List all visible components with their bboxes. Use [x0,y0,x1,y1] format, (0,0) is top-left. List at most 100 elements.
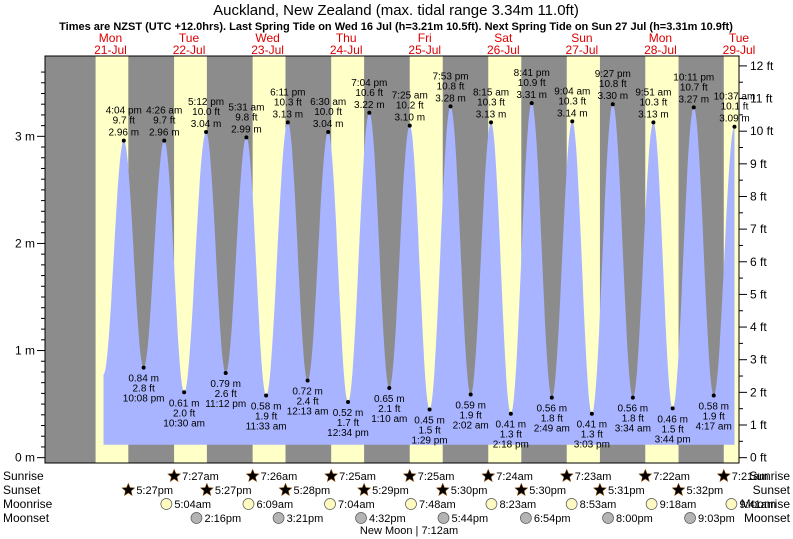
high-tide-metres: 3.14 m [557,108,588,119]
day-date-label: 22-Jul [173,43,206,57]
low-tide-metres: 0.58 m [698,402,729,413]
row-label-left: Moonrise [3,497,53,511]
moonrise-time: 9:18am [660,499,697,511]
left-tick-label: 1 m [15,344,35,358]
sunrise-icon [481,468,496,482]
astro-rows: Sunrise Sunrise 7:27am 7:26am 7:25am 7:25am 7:… [3,468,791,537]
left-tick-label: 2 m [15,236,35,250]
low-tide-feet: 1.8 ft [541,414,563,425]
high-tide-feet: 9.8 ft [235,112,257,123]
low-tide-metres: 0.61 m [169,398,200,409]
moonset-time: 8:00pm [616,513,653,525]
low-tide-feet: 2.8 ft [133,384,155,395]
tide-area [103,103,735,445]
low-tide-time: 11:12 pm [205,399,246,410]
sunset-time: 5:27pm [215,485,252,497]
low-tide-feet: 1.9 ft [460,410,482,421]
moonrise-time: 7:48am [419,499,456,511]
low-tide-point [427,407,432,412]
high-tide-point [529,101,534,106]
moonset-icon [272,512,285,524]
high-tide-time: 5:12 pm [188,97,224,108]
high-tide-time: 7:53 pm [432,71,468,82]
high-tide-point [651,120,656,125]
high-tide-feet: 9.7 ft [153,116,175,127]
low-tide-time: 11:33 am [246,422,287,433]
low-tide-point [630,395,635,400]
right-tick-label: 0 ft [750,451,767,465]
high-tide-feet: 10.3 ft [558,96,586,107]
high-tide-time: 5:31 am [228,102,264,113]
right-tick-label: 7 ft [750,222,767,236]
moonset-icon [355,512,367,524]
row-label-right: Sunrise [749,469,790,483]
low-tide-metres: 0.84 m [128,374,159,385]
row-label-right: Moonrise [741,497,791,511]
low-tide-point [346,399,351,404]
high-tide-point [162,138,167,143]
high-tide-metres: 3.30 m [598,91,629,102]
sunset-icon [514,482,529,496]
sunrise-time: 7:24am [496,471,533,483]
moonset-icon [190,512,203,524]
sunrise-time: 7:26am [261,471,298,483]
sunrise-icon [402,468,417,482]
moonrise-icon [324,498,336,510]
sunrise-time: 7:25am [339,471,376,483]
low-tide-metres: 0.41 m [577,420,608,431]
high-tide-point [448,104,453,109]
low-tide-point [223,371,228,376]
high-tide-point [121,138,126,143]
high-tide-feet: 10.0 ft [314,107,342,118]
high-tide-feet: 10.8 ft [437,81,465,92]
day-date-label: 29-Jul [723,43,756,57]
day-name-label: Sat [494,31,513,45]
plot-frame [44,55,740,464]
sunrise-icon [167,468,182,482]
high-tide-point [570,119,575,124]
high-tide-feet: 10.3 ft [477,97,505,108]
day-date-label: 24-Jul [330,43,363,57]
row-label-right: Moonset [744,511,791,525]
high-tide-feet: 10.3 ft [274,97,302,108]
moonrise-time: 8:23am [499,499,536,511]
day-name-label: Fri [418,31,432,45]
sunrise-icon [324,468,339,482]
high-tide-time: 9:04 am [554,86,590,97]
right-tick-label: 1 ft [750,418,767,432]
low-tide-metres: 0.56 m [537,404,568,415]
sunset-icon [435,482,450,496]
moon-phase-annotation: New Moon | 7:12am [360,525,458,537]
moonset-time: 3:21pm [287,513,324,525]
high-tide-feet: 10.1 ft [721,102,749,113]
low-tide-point [468,392,473,397]
high-tide-time: 6:11 pm [270,87,305,98]
sunset-icon [121,482,136,496]
moonset-icon [437,512,450,524]
high-tide-point [285,120,290,125]
moonset-time: 4:32pm [369,513,406,525]
high-tide-time: 10:37 am [714,92,756,103]
high-tide-metres: 3.13 m [476,109,507,120]
right-tick-label: 4 ft [750,320,767,334]
high-tide-time: 7:25 am [392,91,428,102]
day-name-label: Mon [99,31,122,45]
high-tide-metres: 2.99 m [231,124,262,135]
high-tide-metres: 3.04 m [313,119,344,130]
sunrise-icon [559,468,574,482]
high-tide-metres: 3.10 m [394,113,425,124]
sunset-time: 5:30pm [451,485,488,497]
high-tide-time: 4:26 am [146,106,182,117]
high-tide-point [610,102,615,107]
day-date-label: 27-Jul [566,43,599,57]
day-name-label: Mon [649,31,672,45]
low-tide-metres: 0.59 m [455,400,486,411]
high-tide-time: 7:04 pm [351,78,387,89]
low-tide-metres: 0.46 m [657,414,688,425]
high-tide-time: 8:41 pm [514,68,550,79]
day-date-label: 21-Jul [94,43,127,57]
low-tide-point [508,411,513,416]
high-tide-time: 9:27 pm [595,69,631,80]
day-date-label: 23-Jul [251,43,284,57]
